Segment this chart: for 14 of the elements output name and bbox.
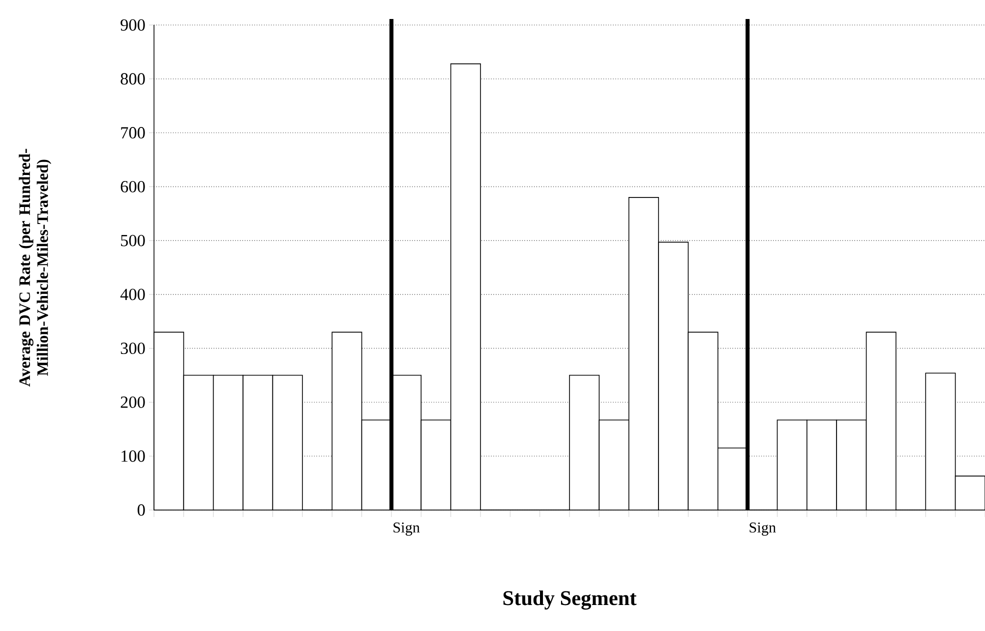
y-tick-label: 600 (120, 180, 145, 192)
y-tick-label: 500 (121, 234, 145, 246)
x-axis-title: Study Segment (503, 590, 637, 610)
y-tick-label: 300 (120, 342, 145, 354)
y-tick-label: 0 (138, 504, 145, 516)
y-tick-label: 900 (120, 19, 145, 31)
y-tick-label: 100 (122, 450, 145, 462)
y-tick-label: 700 (121, 127, 145, 138)
y-tick-label: 400 (120, 288, 145, 300)
x-tick-label: Sign (750, 522, 776, 536)
y-axis-title: Average DVC Rate (per Hundred-Million-Vehicle-Miles-Traveled) (18, 148, 52, 387)
x-tick-label: Sign (394, 522, 420, 536)
y-tick-label: 200 (120, 396, 145, 408)
y-tick-label: 800 (120, 73, 145, 85)
